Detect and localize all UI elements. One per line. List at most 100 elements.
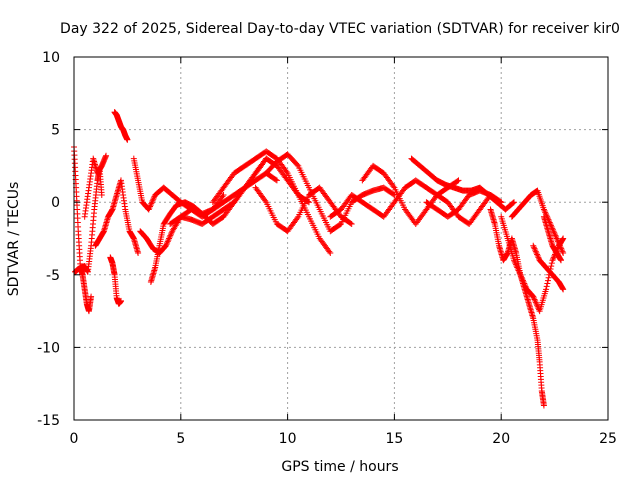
data-point xyxy=(519,276,526,283)
data-point xyxy=(512,260,519,267)
data-series-sat-e xyxy=(111,109,131,143)
data-point xyxy=(543,286,550,293)
y-tick-label: -15 xyxy=(37,413,60,429)
x-tick-label: 25 xyxy=(599,431,617,447)
data-point xyxy=(555,239,562,246)
data-series-sat-u xyxy=(530,242,567,293)
data-point xyxy=(532,299,539,306)
data-point xyxy=(541,207,548,214)
data-point xyxy=(555,238,562,245)
data-point xyxy=(556,241,563,248)
data-point xyxy=(135,250,142,257)
data-point xyxy=(294,161,301,168)
data-series-sat-s xyxy=(498,213,567,315)
data-point xyxy=(150,196,157,203)
data-point xyxy=(162,242,169,249)
data-point xyxy=(544,280,551,287)
data-series-sat-r xyxy=(487,206,547,409)
data-point xyxy=(516,270,523,277)
data-point xyxy=(516,268,523,275)
data-series-sat-q xyxy=(423,187,505,220)
data-point xyxy=(550,255,557,262)
data-point xyxy=(531,296,538,303)
data-point xyxy=(521,280,528,287)
data-point xyxy=(511,199,518,206)
data-point xyxy=(283,168,290,175)
data-point xyxy=(167,232,174,239)
data-point xyxy=(497,198,504,205)
data-point xyxy=(518,274,525,281)
data-point xyxy=(513,263,520,270)
data-point xyxy=(530,242,537,249)
data-point xyxy=(550,254,557,261)
data-point xyxy=(103,152,110,159)
data-point xyxy=(534,251,541,258)
data-point xyxy=(514,265,521,272)
x-tick-label: 5 xyxy=(176,431,185,447)
y-tick-label: -5 xyxy=(46,268,60,284)
data-point xyxy=(552,232,559,239)
data-point xyxy=(531,245,538,252)
data-series-sat-f xyxy=(107,254,124,307)
data-point xyxy=(145,206,152,213)
data-point xyxy=(556,242,563,249)
data-point xyxy=(517,271,524,278)
data-series-sat-n xyxy=(327,177,462,220)
data-point xyxy=(163,241,170,248)
data-point xyxy=(532,247,539,254)
data-point xyxy=(540,206,547,213)
data-point xyxy=(262,197,269,204)
data-point xyxy=(148,199,155,206)
data-point xyxy=(498,199,505,206)
y-axis-label: SDTVAR / TECUs xyxy=(6,182,22,297)
x-axis-label: GPS time / hours xyxy=(281,459,398,475)
data-point xyxy=(519,277,526,284)
data-point xyxy=(551,229,558,236)
data-point xyxy=(534,252,541,259)
data-point xyxy=(326,248,333,255)
data-point xyxy=(530,295,537,302)
data-series-sat-m xyxy=(263,151,398,235)
data-point xyxy=(532,248,539,255)
chart-title: Day 322 of 2025, Sidereal Day-to-day VTE… xyxy=(60,21,620,37)
data-point xyxy=(164,239,171,246)
data-point xyxy=(167,231,174,238)
x-tick-label: 10 xyxy=(279,431,297,447)
y-tick-label: 0 xyxy=(51,195,60,211)
data-point xyxy=(124,136,131,143)
x-tick-label: 20 xyxy=(492,431,510,447)
data-point xyxy=(512,261,519,268)
data-point xyxy=(98,191,105,198)
data-point xyxy=(549,226,556,233)
y-tick-label: 10 xyxy=(42,50,60,66)
data-point xyxy=(540,402,547,409)
data-point xyxy=(518,273,525,280)
tick-layer: 0 5 10 15 20 25 -15 -10 -5 0 5 10 xyxy=(37,50,617,447)
data-point xyxy=(521,281,528,288)
data-point xyxy=(454,178,461,185)
data-point xyxy=(511,257,518,264)
x-tick-label: 0 xyxy=(70,431,79,447)
data-point xyxy=(530,293,537,300)
data-point xyxy=(554,236,561,243)
data-point xyxy=(272,176,279,183)
data-point xyxy=(455,177,462,184)
data-point xyxy=(348,220,355,227)
data-point xyxy=(390,183,397,190)
data-point xyxy=(165,236,172,243)
data-point xyxy=(545,274,552,281)
data-point xyxy=(520,279,527,286)
data-point xyxy=(164,238,171,245)
data-point xyxy=(551,231,558,238)
data-point xyxy=(533,300,540,307)
data-point xyxy=(560,250,567,257)
data-layer xyxy=(71,109,567,409)
data-point xyxy=(166,235,173,242)
plot-frame xyxy=(73,56,609,421)
data-point xyxy=(544,277,551,284)
data-point xyxy=(327,250,334,257)
data-point xyxy=(347,220,354,227)
data-point xyxy=(148,200,155,207)
data-point xyxy=(219,193,226,200)
